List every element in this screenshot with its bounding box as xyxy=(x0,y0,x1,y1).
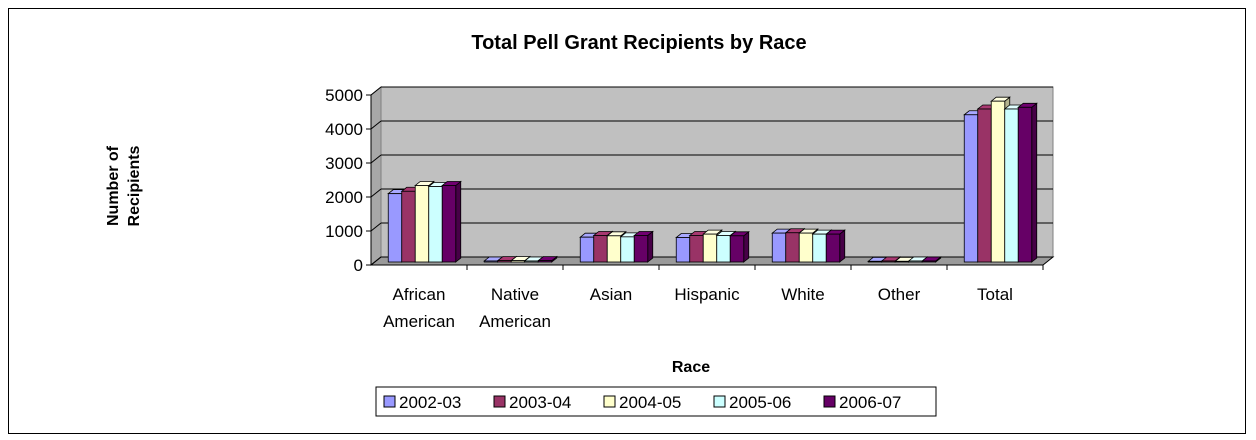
legend-item: 2004-05 xyxy=(603,393,681,412)
y-axis-title-line-1: Number of xyxy=(105,145,122,226)
y-axis-title-line-2: Recipients xyxy=(126,145,143,226)
y-tick-label: 3000 xyxy=(325,154,363,173)
x-tick-label: Total xyxy=(977,285,1013,304)
legend-label: 2003-04 xyxy=(509,393,571,412)
x-tick-label: White xyxy=(781,285,824,304)
gridline-side xyxy=(370,120,382,130)
chart-frame: 0 1000 2000 3000 4000 5000 African American Nati… xyxy=(8,8,1246,434)
bar xyxy=(633,230,654,263)
bar xyxy=(1017,102,1038,263)
legend-swatch xyxy=(713,395,726,408)
x-tick-label: Asian xyxy=(590,285,633,304)
legend-box xyxy=(375,386,937,417)
gridline-side xyxy=(370,222,382,232)
x-tick-label: American xyxy=(383,312,455,331)
bar xyxy=(729,230,750,263)
legend-item: 2003-04 xyxy=(493,393,571,412)
legend-label: 2005-06 xyxy=(729,393,791,412)
bar xyxy=(441,180,462,263)
legend-label: 2006-07 xyxy=(839,393,901,412)
legend-swatch xyxy=(823,395,836,408)
legend: 2002-03 2003-04 2004-05 2005-06 2006-07 xyxy=(375,386,937,417)
legend-label: 2004-05 xyxy=(619,393,681,412)
plot-side-wall xyxy=(370,85,382,267)
x-tick-label: Other xyxy=(878,285,921,304)
plot-back-wall xyxy=(380,86,1054,258)
legend-label: 2002-03 xyxy=(399,393,461,412)
chart-title: Total Pell Grant Recipients by Race xyxy=(471,32,806,54)
gridline-side xyxy=(370,86,382,96)
gridline-side xyxy=(370,256,382,266)
bar xyxy=(921,256,942,263)
x-tick-label: African xyxy=(393,285,446,304)
legend-item: 2005-06 xyxy=(713,393,791,412)
legend-swatch xyxy=(493,395,506,408)
x-axis-title: Race xyxy=(672,359,710,376)
gridline-side xyxy=(370,188,382,198)
legend-swatch xyxy=(603,395,616,408)
y-tick-label: 5000 xyxy=(325,86,363,105)
y-tick-label: 4000 xyxy=(325,120,363,139)
x-tick-label: American xyxy=(479,312,551,331)
legend-item: 2002-03 xyxy=(383,393,461,412)
x-tick-label: Native xyxy=(491,285,539,304)
bar-chart: 0 1000 2000 3000 4000 5000 African American Nati… xyxy=(105,32,1055,417)
y-tick-label: 2000 xyxy=(325,188,363,207)
y-axis-title: Number of Recipients xyxy=(105,145,143,226)
gridline-side xyxy=(370,154,382,164)
bar xyxy=(825,229,846,263)
y-tick-label: 0 xyxy=(354,256,363,275)
bar xyxy=(537,255,558,263)
legend-item: 2006-07 xyxy=(823,393,901,412)
y-tick-label: 1000 xyxy=(325,222,363,241)
x-tick-label: Hispanic xyxy=(674,285,740,304)
legend-swatch xyxy=(383,395,396,408)
